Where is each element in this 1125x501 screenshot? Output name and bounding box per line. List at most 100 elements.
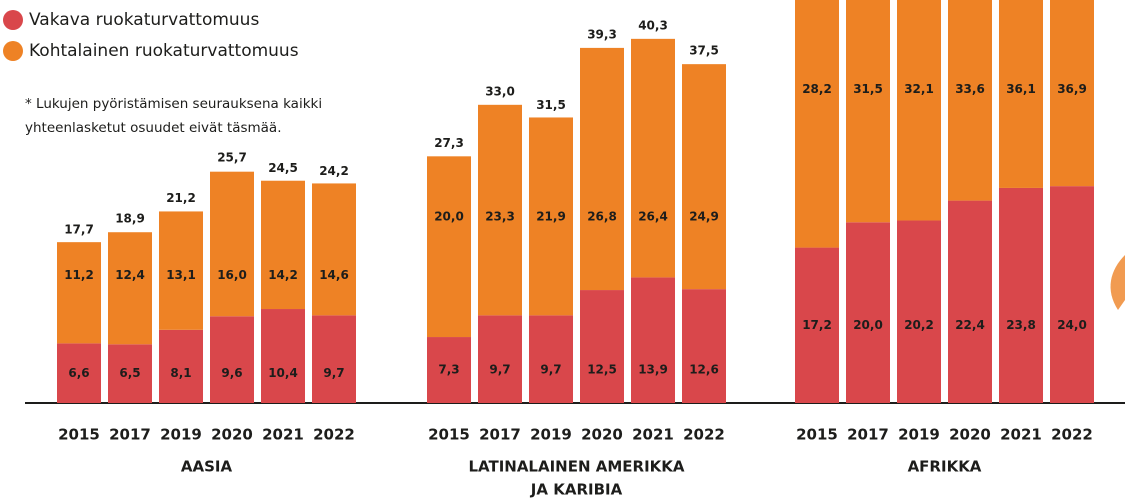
total-label: 37,5 bbox=[689, 44, 719, 58]
value-label: 22,4 bbox=[955, 318, 985, 332]
x-tick-label: 2022 bbox=[1051, 426, 1093, 444]
total-label: 39,3 bbox=[587, 27, 617, 41]
x-tick-label: 2021 bbox=[1000, 426, 1042, 444]
bar-segment bbox=[631, 38, 675, 278]
x-tick-label: 2021 bbox=[632, 426, 674, 444]
footnote: yhteenlasketut osuudet eivät täsmää. bbox=[25, 120, 282, 136]
value-label: 6,5 bbox=[119, 366, 140, 380]
x-tick-label: 2021 bbox=[262, 426, 304, 444]
x-tick-label: 2020 bbox=[949, 426, 991, 444]
x-tick-label: 2015 bbox=[428, 426, 470, 444]
bar-segment bbox=[57, 343, 101, 403]
bar-segment bbox=[529, 315, 573, 403]
value-label: 12,4 bbox=[115, 268, 145, 282]
bar-segment bbox=[580, 47, 624, 291]
value-label: 10,4 bbox=[268, 366, 298, 380]
value-label: 20,2 bbox=[904, 318, 934, 332]
bar-segment bbox=[159, 329, 203, 403]
footnote: * Lukujen pyöristämisen seurauksena kaik… bbox=[25, 96, 322, 112]
legend-label: Vakava ruokaturvattomuus bbox=[29, 10, 259, 30]
value-label: 9,7 bbox=[489, 363, 510, 377]
total-label: 21,2 bbox=[166, 191, 196, 205]
bar-segment bbox=[312, 183, 356, 316]
x-tick-label: 2022 bbox=[683, 426, 725, 444]
x-tick-label: 2022 bbox=[313, 426, 355, 444]
value-label: 9,6 bbox=[221, 366, 242, 380]
bar-segment bbox=[478, 104, 522, 316]
total-label: 31,5 bbox=[536, 98, 566, 112]
bar-segment bbox=[999, 187, 1043, 403]
legend-swatch bbox=[3, 10, 23, 30]
value-label: 12,5 bbox=[587, 363, 617, 377]
value-label: 17,2 bbox=[802, 318, 832, 332]
bar-segment bbox=[897, 0, 941, 221]
x-tick-label: 2017 bbox=[109, 426, 151, 444]
bar-segment bbox=[312, 315, 356, 403]
bar-segment bbox=[682, 64, 726, 290]
value-label: 33,6 bbox=[955, 82, 985, 96]
x-tick-label: 2017 bbox=[847, 426, 889, 444]
bar-segment bbox=[948, 200, 992, 403]
x-tick-label: 2020 bbox=[211, 426, 253, 444]
value-label: 23,3 bbox=[485, 209, 515, 223]
bar-segment bbox=[682, 289, 726, 403]
bar-segment bbox=[427, 156, 471, 338]
bar-segment bbox=[427, 337, 471, 403]
group-label: JA KARIBIA bbox=[530, 481, 623, 499]
value-label: 32,1 bbox=[904, 82, 934, 96]
bar-segment bbox=[631, 277, 675, 403]
total-label: 25,7 bbox=[217, 150, 247, 164]
bar-segment bbox=[846, 0, 890, 223]
value-label: 31,5 bbox=[853, 82, 883, 96]
total-label: 27,3 bbox=[434, 136, 464, 150]
value-label: 9,7 bbox=[540, 363, 561, 377]
value-label: 13,1 bbox=[166, 268, 196, 282]
value-label: 36,1 bbox=[1006, 82, 1036, 96]
value-label: 14,2 bbox=[268, 268, 298, 282]
x-tick-label: 2015 bbox=[796, 426, 838, 444]
value-label: 12,6 bbox=[689, 363, 719, 377]
value-label: 8,1 bbox=[170, 366, 191, 380]
bar-segment bbox=[57, 242, 101, 344]
group-label: AASIA bbox=[181, 458, 233, 476]
value-label: 28,2 bbox=[802, 82, 832, 96]
group-label: AFRIKKA bbox=[908, 458, 982, 476]
bar-segment bbox=[1050, 0, 1094, 187]
bar-segment bbox=[478, 315, 522, 403]
value-label: 13,9 bbox=[638, 363, 668, 377]
value-label: 20,0 bbox=[434, 209, 464, 223]
bar-segment bbox=[897, 220, 941, 403]
value-label: 21,9 bbox=[536, 209, 566, 223]
value-label: 14,6 bbox=[319, 268, 349, 282]
value-label: 24,0 bbox=[1057, 318, 1087, 332]
total-label: 24,2 bbox=[319, 164, 349, 178]
bar-segment bbox=[999, 0, 1043, 188]
bar-segment bbox=[261, 309, 305, 403]
x-tick-label: 2015 bbox=[58, 426, 100, 444]
bar-segment bbox=[846, 222, 890, 403]
bar-segment bbox=[529, 117, 573, 316]
bar-segment bbox=[210, 316, 254, 403]
total-label: 24,5 bbox=[268, 161, 298, 175]
legend-swatch bbox=[3, 41, 23, 61]
value-label: 26,4 bbox=[638, 209, 668, 223]
bar-segment bbox=[108, 232, 152, 345]
value-label: 16,0 bbox=[217, 268, 247, 282]
bar-segment bbox=[948, 0, 992, 201]
total-label: 40,3 bbox=[638, 18, 668, 32]
group-label: LATINALAINEN AMERIKKA bbox=[468, 458, 684, 476]
value-label: 23,8 bbox=[1006, 318, 1036, 332]
bar-segment bbox=[159, 211, 203, 330]
total-label: 18,9 bbox=[115, 212, 145, 226]
decoration bbox=[1110, 255, 1125, 310]
total-label: 17,7 bbox=[64, 223, 94, 237]
total-label: 33,0 bbox=[485, 84, 515, 98]
bar-segment bbox=[795, 0, 839, 248]
value-label: 6,6 bbox=[68, 366, 89, 380]
value-label: 26,8 bbox=[587, 209, 617, 223]
x-tick-label: 2019 bbox=[898, 426, 940, 444]
bar-segment bbox=[108, 344, 152, 403]
legend-label: Kohtalainen ruokaturvattomuus bbox=[29, 41, 299, 61]
value-label: 20,0 bbox=[853, 318, 883, 332]
